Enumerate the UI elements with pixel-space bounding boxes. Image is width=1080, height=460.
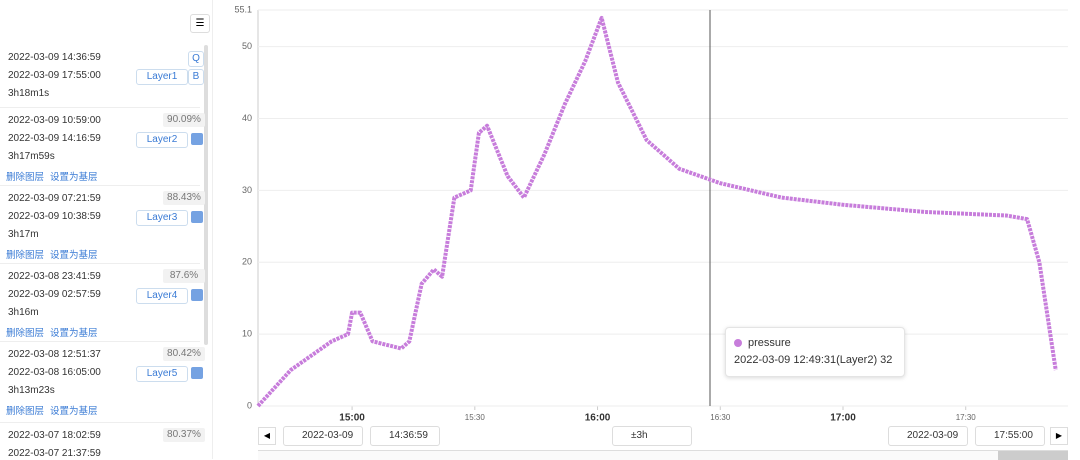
y-tick-label: 20 [242,257,252,267]
layer-icon [191,367,203,379]
chart: 17:30 17:00 16:30 16:00 15:30 15:00 55.1 50 40 30… [234,4,1068,424]
duration: 3h13m23s [8,385,55,396]
y-tick-label: 50 [242,41,252,51]
layer-icon [191,211,203,223]
layer-action[interactable]: 设置为基层 [50,328,98,339]
layer-button[interactable]: Layer1 [136,69,188,85]
start-time: 2022-03-09 10:59:00 [8,115,101,126]
timeline-window [998,451,1068,460]
start-date[interactable]: 2022-03-09 [283,426,363,446]
layer-action[interactable]: 删除图层 [6,250,45,261]
layer-action-button[interactable]: B [188,69,204,85]
start-time: 2022-03-08 12:51:37 [8,349,101,360]
layer-action-button[interactable]: Q [188,51,204,67]
end-time: 2022-03-08 16:05:00 [8,367,101,378]
layer-action[interactable]: 删除图层 [6,406,45,417]
duration: 3h18m1s [8,88,50,99]
layer-action[interactable]: 设置为基层 [50,250,98,261]
layer-icon [191,289,203,301]
layer-action[interactable]: 设置为基层 [50,406,98,417]
layer-action[interactable]: 删除图层 [6,328,45,339]
y-tick-label: 30 [242,185,252,195]
start-time: 2022-03-07 18:02:59 [8,430,101,441]
prev-button[interactable]: ◀ [258,427,276,445]
x-tick-label: 16:30 [710,413,731,422]
layer-button[interactable]: Layer4 [136,288,188,304]
y-tick-label: 10 [242,329,252,339]
tooltip-series: pressure [748,337,791,349]
scrollbar [204,45,208,345]
end-time: 2022-03-09 17:55:00 [8,70,101,81]
percent: 80.42% [163,347,205,361]
sidebar: ☰ 2022-03-09 14:36:59 2022-03-09 17:55:00… [0,0,213,459]
duration: 3h17m [8,229,39,240]
end-time[interactable]: 17:55:00 [975,426,1045,446]
start-time: 2022-03-09 14:36:59 [8,52,101,63]
y-tick-label: 0 [247,400,252,410]
next-button[interactable]: ▶ [1050,427,1068,445]
layer-button[interactable]: Layer5 [136,366,188,382]
x-tick-label: 15:00 [339,413,365,424]
sort-button[interactable]: ☰ [190,14,210,33]
series-line [256,15,1058,408]
end-time: 2022-03-09 10:38:59 [8,211,101,222]
tooltip-text: 2022-03-09 12:49:31(Layer2) 32 [734,354,893,366]
end-time: 2022-03-09 14:16:59 [8,133,101,144]
divider [0,422,200,423]
y-tick-label: 55.1 [234,4,252,14]
end-date[interactable]: 2022-03-09 [888,426,968,446]
start-time[interactable]: 14:36:59 [370,426,440,446]
x-tick-label: 17:30 [956,413,977,422]
divider [0,185,200,186]
layer-action[interactable]: 设置为基层 [50,172,98,183]
end-time: 2022-03-07 21:37:59 [8,448,101,459]
percent: 87.6% [163,269,205,283]
tooltip-dot [734,339,742,347]
layer-icon [191,133,203,145]
layer-button[interactable]: Layer2 [136,132,188,148]
percent: 90.09% [163,113,205,127]
x-tick-label: 16:00 [585,413,611,424]
divider [0,341,200,342]
start-time: 2022-03-09 07:21:59 [8,193,101,204]
percent: 80.37% [163,428,205,442]
divider [0,263,200,264]
duration: 3h17m59s [8,151,55,162]
timeline-strip [258,450,1068,460]
percent: 88.43% [163,191,205,205]
tooltip: pressure 2022-03-09 12:49:31(Layer2) 32 [725,327,905,377]
range-select[interactable]: ±3h [612,426,692,446]
layer-action[interactable]: 删除图层 [6,172,45,183]
y-tick-label: 40 [242,113,252,123]
end-time: 2022-03-09 02:57:59 [8,289,101,300]
divider [0,107,200,108]
duration: 3h16m [8,307,39,318]
start-time: 2022-03-08 23:41:59 [8,271,101,282]
x-tick-label: 17:00 [830,413,856,424]
x-tick-label: 15:30 [465,413,486,422]
layer-button[interactable]: Layer3 [136,210,188,226]
